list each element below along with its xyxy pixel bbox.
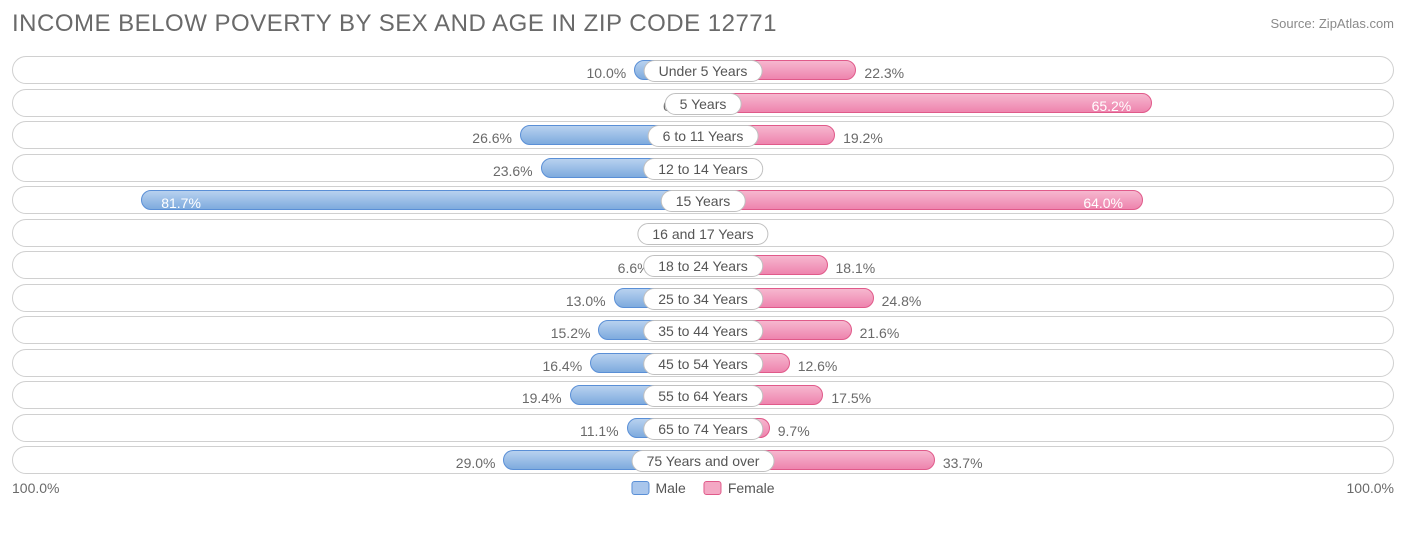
category-label: 16 and 17 Years: [637, 223, 768, 245]
axis-left-label: 100.0%: [12, 480, 59, 496]
legend-male-label: Male: [655, 480, 685, 496]
legend-female-label: Female: [728, 480, 775, 496]
female-value-label: 22.3%: [864, 59, 904, 87]
female-value-label: 65.2%: [1092, 92, 1132, 120]
male-value-label: 81.7%: [161, 189, 201, 217]
male-value-label: 23.6%: [493, 157, 533, 185]
legend-female: Female: [704, 480, 775, 496]
category-label: Under 5 Years: [644, 60, 763, 82]
chart-row: 26.6% 19.2% 6 to 11 Years: [12, 121, 1394, 149]
female-value-label: 19.2%: [843, 124, 883, 152]
male-value-label: 26.6%: [472, 124, 512, 152]
male-value-label: 11.1%: [580, 417, 619, 445]
female-value-label: 17.5%: [831, 384, 871, 412]
chart-rows: 10.0%22.3%Under 5 Years0.0%65.2%5 Years2…: [12, 56, 1394, 474]
chart-row: 0.0%65.2%5 Years: [12, 89, 1394, 117]
legend: Male Female: [631, 480, 774, 496]
female-value-label: 24.8%: [882, 287, 922, 315]
category-label: 45 to 54 Years: [643, 353, 763, 375]
female-bar: [703, 93, 1152, 113]
chart-source: Source: ZipAtlas.com: [1270, 16, 1394, 31]
poverty-by-sex-age-chart: INCOME BELOW POVERTY BY SEX AND AGE IN Z…: [0, 0, 1406, 559]
category-label: 18 to 24 Years: [643, 255, 763, 277]
chart-row: 81.7% 64.0% 15 Years: [12, 186, 1394, 214]
category-label: 6 to 11 Years: [648, 125, 759, 147]
male-value-label: 15.2%: [551, 319, 591, 347]
chart-row: 6.6%18.1%18 to 24 Years: [12, 251, 1394, 279]
category-label: 35 to 44 Years: [643, 320, 763, 342]
male-value-label: 10.0%: [587, 59, 627, 87]
axis-right-label: 100.0%: [1347, 480, 1394, 496]
chart-row: 10.0% 22.3% Under 5 Years: [12, 56, 1394, 84]
chart-row: 11.1% 9.7% 65 to 74 Years: [12, 414, 1394, 442]
chart-row: 3.5%2.8%16 and 17 Years: [12, 219, 1394, 247]
male-value-label: 13.0%: [566, 287, 606, 315]
male-value-label: 19.4%: [522, 384, 562, 412]
chart-row: 23.6%0.0%12 to 14 Years: [12, 154, 1394, 182]
male-bar: [141, 190, 703, 210]
female-value-label: 64.0%: [1083, 189, 1123, 217]
chart-row: 29.0% 33.7% 75 Years and over: [12, 446, 1394, 474]
male-value-label: 16.4%: [542, 352, 582, 380]
chart-header: INCOME BELOW POVERTY BY SEX AND AGE IN Z…: [12, 10, 1394, 38]
female-value-label: 33.7%: [943, 449, 983, 477]
female-swatch-icon: [704, 481, 722, 495]
chart-title: INCOME BELOW POVERTY BY SEX AND AGE IN Z…: [12, 10, 777, 38]
chart-row: 13.0% 24.8% 25 to 34 Years: [12, 284, 1394, 312]
category-label: 55 to 64 Years: [643, 385, 763, 407]
male-swatch-icon: [631, 481, 649, 495]
chart-row: 15.2% 21.6% 35 to 44 Years: [12, 316, 1394, 344]
legend-male: Male: [631, 480, 685, 496]
category-label: 25 to 34 Years: [643, 288, 763, 310]
category-label: 12 to 14 Years: [643, 158, 763, 180]
axis-labels: 100.0% Male Female 100.0%: [12, 480, 1394, 496]
female-bar: [703, 190, 1143, 210]
category-label: 5 Years: [665, 93, 742, 115]
male-value-label: 29.0%: [456, 449, 496, 477]
female-value-label: 21.6%: [860, 319, 900, 347]
category-label: 65 to 74 Years: [643, 418, 763, 440]
chart-row: 16.4% 12.6% 45 to 54 Years: [12, 349, 1394, 377]
female-value-label: 12.6%: [798, 352, 838, 380]
category-label: 75 Years and over: [632, 450, 775, 472]
female-value-label: 9.7%: [778, 417, 810, 445]
category-label: 15 Years: [661, 190, 746, 212]
chart-row: 19.4% 17.5% 55 to 64 Years: [12, 381, 1394, 409]
female-value-label: 18.1%: [836, 254, 876, 282]
